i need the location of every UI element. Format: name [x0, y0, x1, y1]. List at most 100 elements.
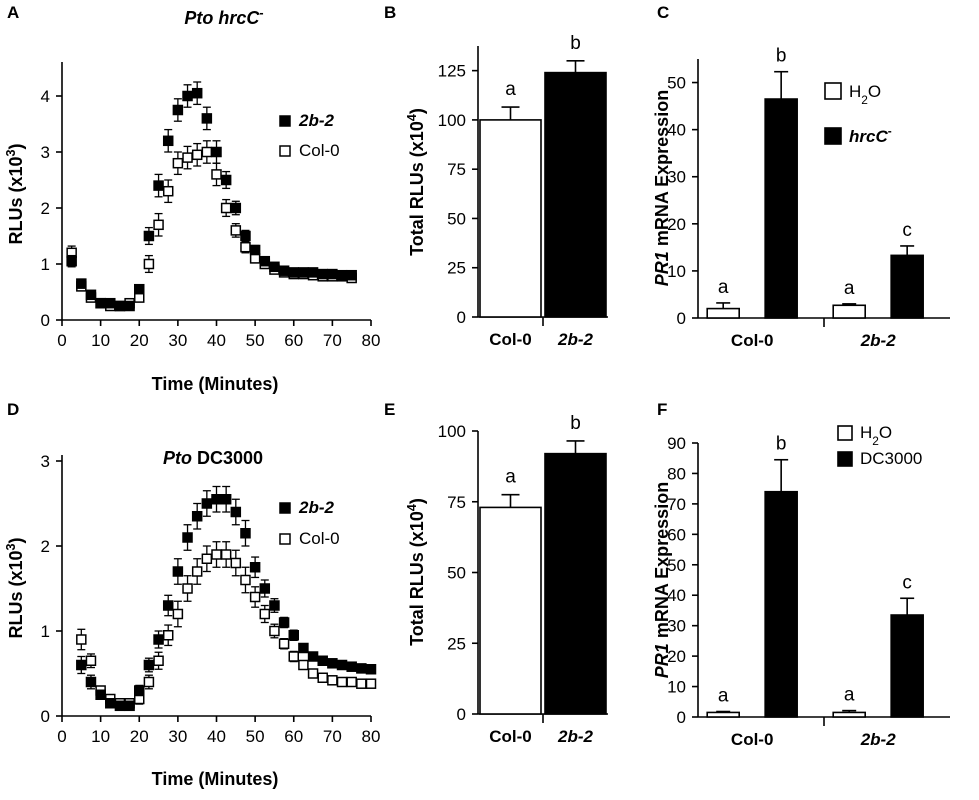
category-label: 2b-2 — [860, 331, 897, 350]
bar — [706, 711, 741, 718]
data-point — [336, 269, 348, 281]
x-axis-label: Time (Minutes) — [152, 374, 279, 394]
y-tick-label: 50 — [447, 564, 466, 583]
y-tick-label: 2 — [41, 199, 50, 218]
data-point — [356, 663, 367, 674]
panel-label: A — [7, 3, 19, 22]
y-tick-label: 0 — [41, 707, 50, 726]
data-point — [172, 608, 184, 620]
data-point — [346, 661, 357, 672]
y-tick-label: 125 — [438, 62, 466, 81]
y-tick-label: 100 — [438, 422, 466, 441]
y-tick-label: 3 — [41, 143, 50, 162]
data-point — [356, 678, 367, 689]
x-tick-label: 60 — [284, 727, 303, 746]
data-point — [220, 202, 232, 214]
data-point — [220, 174, 232, 186]
data-point — [153, 180, 164, 191]
panel-b: B 0 25 50 75 100 125 Total RLUs (x104) a Col-0 b 2b… — [384, 3, 608, 349]
legend-label: 2b-2 — [298, 498, 335, 517]
x-tick-label: 80 — [362, 331, 381, 350]
legend-label: Col-0 — [299, 141, 340, 160]
data-point — [317, 268, 328, 280]
y-tick-label: 10 — [667, 262, 686, 281]
data-point — [249, 591, 261, 603]
data-point — [240, 574, 251, 586]
data-point — [114, 700, 126, 712]
series-2b-2 — [76, 485, 377, 712]
data-point — [240, 230, 251, 242]
data-point — [162, 185, 174, 197]
data-point — [124, 300, 135, 312]
data-point — [269, 600, 280, 611]
panel-label: F — [657, 400, 667, 419]
category-label: Col-0 — [731, 331, 774, 350]
x-tick-label: 0 — [57, 727, 66, 746]
significance-letter: a — [505, 467, 516, 488]
data-point — [182, 152, 193, 163]
data-point — [288, 267, 299, 278]
data-point — [85, 655, 97, 666]
data-point — [76, 278, 87, 289]
y-tick-label: 0 — [41, 311, 50, 330]
data-point — [162, 135, 174, 147]
data-point — [346, 269, 357, 281]
y-tick-label: 50 — [447, 209, 466, 228]
y-tick-label: 80 — [667, 464, 686, 483]
bar — [764, 490, 798, 718]
data-point — [220, 494, 232, 505]
data-point — [172, 104, 184, 116]
data-point — [105, 297, 116, 309]
y-axis-label: Total RLUs (x104) — [405, 108, 427, 256]
panel-title: Pto hrcC- — [184, 6, 263, 28]
legend-label: 2b-2 — [298, 111, 335, 130]
legend-label: DC3000 — [860, 449, 922, 468]
x-tick-label: 20 — [130, 727, 149, 746]
data-point — [240, 528, 251, 539]
data-point — [76, 634, 87, 645]
y-tick-label: 40 — [667, 121, 686, 140]
data-point — [259, 608, 271, 620]
x-tick-label: 30 — [168, 727, 187, 746]
y-tick-label: 90 — [667, 434, 686, 453]
panel-f: F 0 10 20 30 40 50 60 70 80 90 PR1 mRNA Expression a… — [652, 400, 950, 749]
data-point — [153, 219, 164, 231]
data-point — [278, 638, 290, 649]
panel-e: E 0 25 50 75 100 Total RLUs (x104) a Col-0 b 2b-2 — [384, 400, 608, 746]
category-label: Col-0 — [489, 330, 532, 349]
data-point — [134, 685, 145, 696]
data-point — [327, 658, 338, 669]
legend-swatch — [824, 82, 842, 100]
legend-label: Col-0 — [299, 529, 340, 548]
data-point — [317, 672, 328, 683]
data-point — [278, 617, 290, 628]
x-axis-label: Time (Minutes) — [152, 769, 279, 789]
y-axis-label: Total RLUs (x104) — [405, 498, 427, 646]
data-point — [336, 676, 348, 688]
significance-letter: b — [570, 413, 581, 434]
data-point — [230, 557, 242, 569]
data-point — [249, 244, 261, 256]
data-point — [298, 659, 309, 671]
y-tick-label: 40 — [667, 586, 686, 605]
data-point — [298, 642, 309, 654]
legend-label: hrcC- — [849, 124, 892, 146]
legend-swatch — [279, 115, 291, 127]
x-tick-label: 70 — [323, 727, 342, 746]
data-point — [288, 630, 299, 641]
data-point — [278, 265, 290, 276]
panel-a: A Pto hrcC- 0 10 20 30 40 50 60 70 80 0 1 2 3 4 Time (Mi… — [4, 3, 380, 394]
y-tick-label: 0 — [457, 308, 466, 327]
data-point — [95, 297, 106, 309]
category-label: Col-0 — [731, 730, 774, 749]
y-tick-label: 100 — [438, 111, 466, 130]
data-point — [95, 689, 106, 700]
data-point — [201, 146, 213, 158]
bar — [479, 119, 542, 318]
data-point — [191, 149, 203, 161]
data-point — [259, 255, 271, 267]
data-point — [191, 87, 203, 99]
data-point — [230, 225, 242, 236]
bar — [706, 307, 741, 319]
